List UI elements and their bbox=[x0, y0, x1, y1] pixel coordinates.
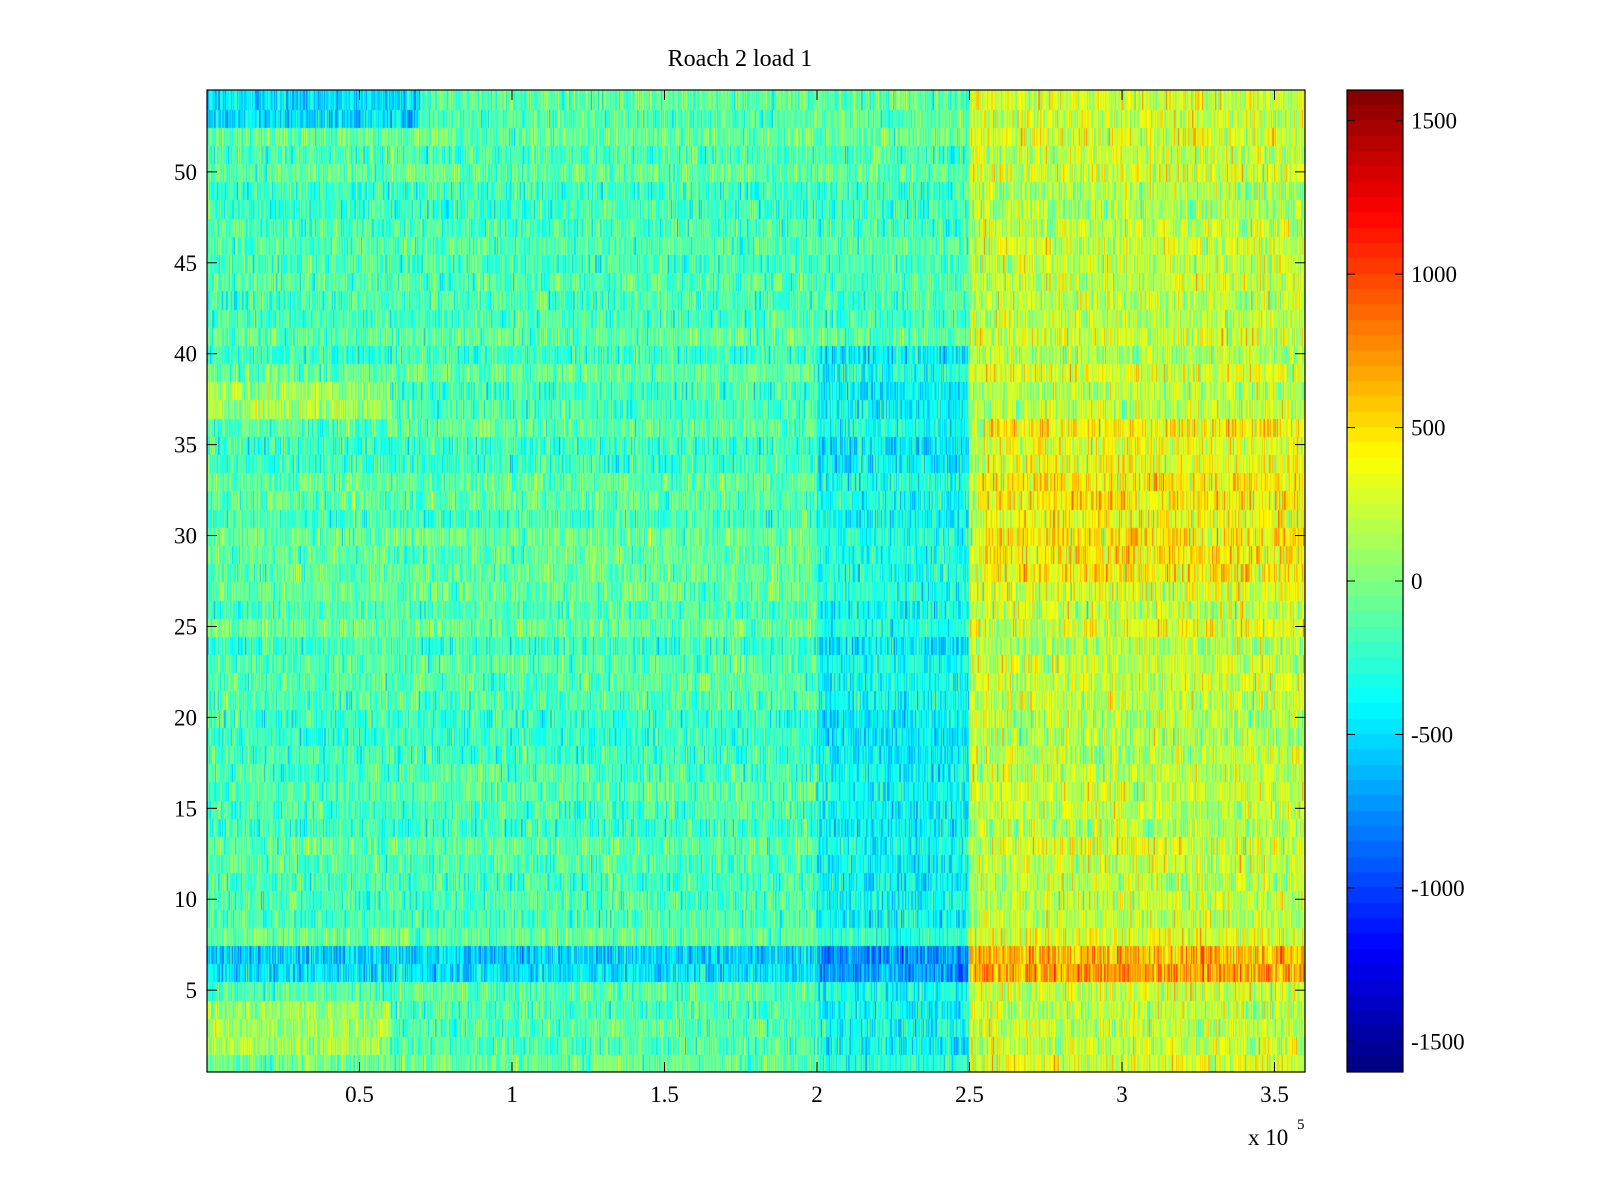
y-tick-label: 45 bbox=[174, 251, 197, 276]
colorbar-tick-label: 500 bbox=[1411, 416, 1446, 441]
colorbar-ticks: 1500 1000 500 0 -500 -1000 -1500 bbox=[1347, 109, 1465, 1054]
colorbar-tick-label: 0 bbox=[1411, 569, 1423, 594]
x-tick-label: 2 bbox=[811, 1082, 823, 1107]
x-tick-label: 1.5 bbox=[650, 1082, 679, 1107]
y-tick-label: 50 bbox=[174, 160, 197, 185]
x-exponent-prefix: x 10 bbox=[1248, 1125, 1288, 1150]
y-tick-label: 10 bbox=[174, 887, 197, 912]
y-tick-label: 15 bbox=[174, 796, 197, 821]
colorbar-tick-label: -1500 bbox=[1411, 1029, 1465, 1054]
colorbar-gradient bbox=[1347, 90, 1403, 1072]
y-tick-label: 20 bbox=[174, 705, 197, 730]
y-tick-label: 25 bbox=[174, 614, 197, 639]
x-tick-label: 1 bbox=[506, 1082, 518, 1107]
y-axis: 5 10 15 20 25 30 35 40 45 50 bbox=[174, 160, 1305, 1003]
x-tick-label: 3.5 bbox=[1260, 1082, 1289, 1107]
chart-title: Roach 2 load 1 bbox=[668, 46, 813, 72]
colorbar-tick-label: 1000 bbox=[1411, 262, 1457, 287]
y-tick-label: 5 bbox=[186, 978, 198, 1003]
heatmap-cells bbox=[207, 90, 1305, 1072]
y-tick-label: 40 bbox=[174, 342, 197, 367]
colorbar-tick-label: 1500 bbox=[1411, 109, 1457, 134]
x-tick-label: 0.5 bbox=[345, 1082, 374, 1107]
x-axis: 0.5 1 1.5 2 2.5 3 3.5 bbox=[345, 90, 1289, 1107]
colorbar-tick-label: -500 bbox=[1411, 722, 1453, 747]
y-tick-label: 35 bbox=[174, 433, 197, 458]
colorbar-tick-label: -1000 bbox=[1411, 876, 1465, 901]
colorbar: 1500 1000 500 0 -500 -1000 -1500 bbox=[1346, 89, 1465, 1073]
x-exponent-label: x 10 5 bbox=[1248, 1117, 1305, 1150]
heatmap-area bbox=[207, 90, 1305, 1072]
x-tick-label: 3 bbox=[1116, 1082, 1128, 1107]
plot-frame bbox=[206, 89, 1306, 1073]
x-exponent-power: 5 bbox=[1297, 1117, 1305, 1133]
x-tick-label: 2.5 bbox=[955, 1082, 984, 1107]
y-tick-label: 30 bbox=[174, 524, 197, 549]
